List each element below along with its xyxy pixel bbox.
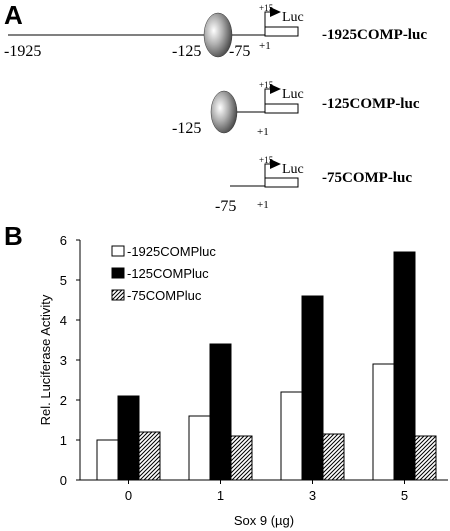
y-tick-label: 4 [60, 313, 67, 328]
legend-swatch [111, 245, 125, 257]
sox9-protein-oval [210, 90, 238, 134]
panel-b-label: B [4, 221, 23, 251]
bar--75COMPluc-0 [138, 431, 161, 481]
bar--1925COMPluc-0 [96, 439, 119, 481]
plus1-label: +1 [257, 126, 269, 138]
luc-label: Luc [282, 87, 304, 102]
bar--1925COMPluc-5 [372, 363, 395, 481]
legend-label: -1925COMPluc [127, 244, 216, 259]
construct-1925: +15 Luc +1 -1925 -125 -75 -1925COMP-luc [4, 3, 427, 60]
legend-label: -75COMPluc [127, 288, 202, 303]
luc-box [264, 177, 299, 188]
y-tick-label: 1 [60, 433, 67, 448]
sox9-protein-oval [203, 12, 233, 58]
legend-label: -125COMPluc [127, 266, 209, 281]
bars [96, 251, 437, 481]
bar--125COMPluc-1 [209, 343, 232, 481]
plus1-label: +1 [257, 199, 269, 211]
coord-minus75: -75 [229, 43, 250, 60]
bar--1925COMPluc-3 [280, 391, 303, 481]
plus15-label: +15 [259, 3, 274, 13]
luciferase-bar-chart: 0 1 2 3 4 5 6 0 1 3 5 -1925COMPluc -125COMPluc -75C… [38, 233, 448, 528]
tss-arrow-head [270, 159, 281, 169]
x-tick-label: 3 [309, 488, 316, 503]
bar--125COMPluc-0 [117, 395, 140, 481]
y-tick-label: 2 [60, 393, 67, 408]
luc-label: Luc [282, 10, 304, 25]
x-axis-label: Sox 9 (µg) [234, 513, 294, 528]
luc-box [264, 103, 299, 114]
legend-swatch [111, 289, 125, 301]
bar--1925COMPluc-1 [188, 415, 211, 481]
bar--125COMPluc-3 [301, 295, 324, 481]
y-tick-label: 3 [60, 353, 67, 368]
bar--125COMPluc-5 [393, 251, 416, 481]
plus15-label: +15 [259, 155, 274, 165]
construct-name: -75COMP-luc [322, 170, 412, 186]
y-axis-label: Rel. Luciferase Activity [38, 294, 53, 425]
x-tick-label: 0 [125, 488, 132, 503]
luc-box [264, 26, 299, 37]
bar--75COMPluc-1 [230, 435, 253, 481]
bar--75COMPluc-5 [414, 435, 437, 481]
y-tick-label: 0 [60, 473, 67, 488]
tss-arrow-stem [264, 11, 271, 27]
coord-minus75: -75 [215, 198, 236, 215]
tss-arrow-head [270, 7, 281, 17]
coord-minus1925: -1925 [4, 43, 41, 60]
construct-125: +15 Luc +1 -125 -125COMP-luc [172, 80, 420, 138]
bar--75COMPluc-3 [322, 433, 345, 481]
x-ticks: 0 1 3 5 [125, 480, 408, 503]
x-tick-label: 1 [217, 488, 224, 503]
x-tick-label: 5 [401, 488, 408, 503]
tss-arrow-stem [264, 88, 271, 104]
construct-75: +15 Luc +1 -75 -75COMP-luc [215, 155, 412, 215]
y-tick-label: 5 [60, 273, 67, 288]
coord-minus125: -125 [172, 43, 201, 60]
legend-swatch [111, 267, 125, 279]
construct-name: -1925COMP-luc [322, 27, 427, 43]
tss-arrow-head [270, 84, 281, 94]
plus15-label: +15 [259, 80, 274, 90]
plus1-label: +1 [259, 40, 271, 52]
tss-arrow-stem [264, 163, 271, 178]
y-ticks: 0 1 2 3 4 5 6 [60, 233, 80, 488]
luc-label: Luc [282, 162, 304, 177]
panel-a-label: A [4, 0, 23, 30]
y-tick-label: 6 [60, 233, 67, 248]
legend: -1925COMPluc -125COMPluc -75COMPluc [111, 244, 216, 303]
construct-name: -125COMP-luc [322, 96, 420, 112]
coord-minus125: -125 [172, 120, 201, 137]
